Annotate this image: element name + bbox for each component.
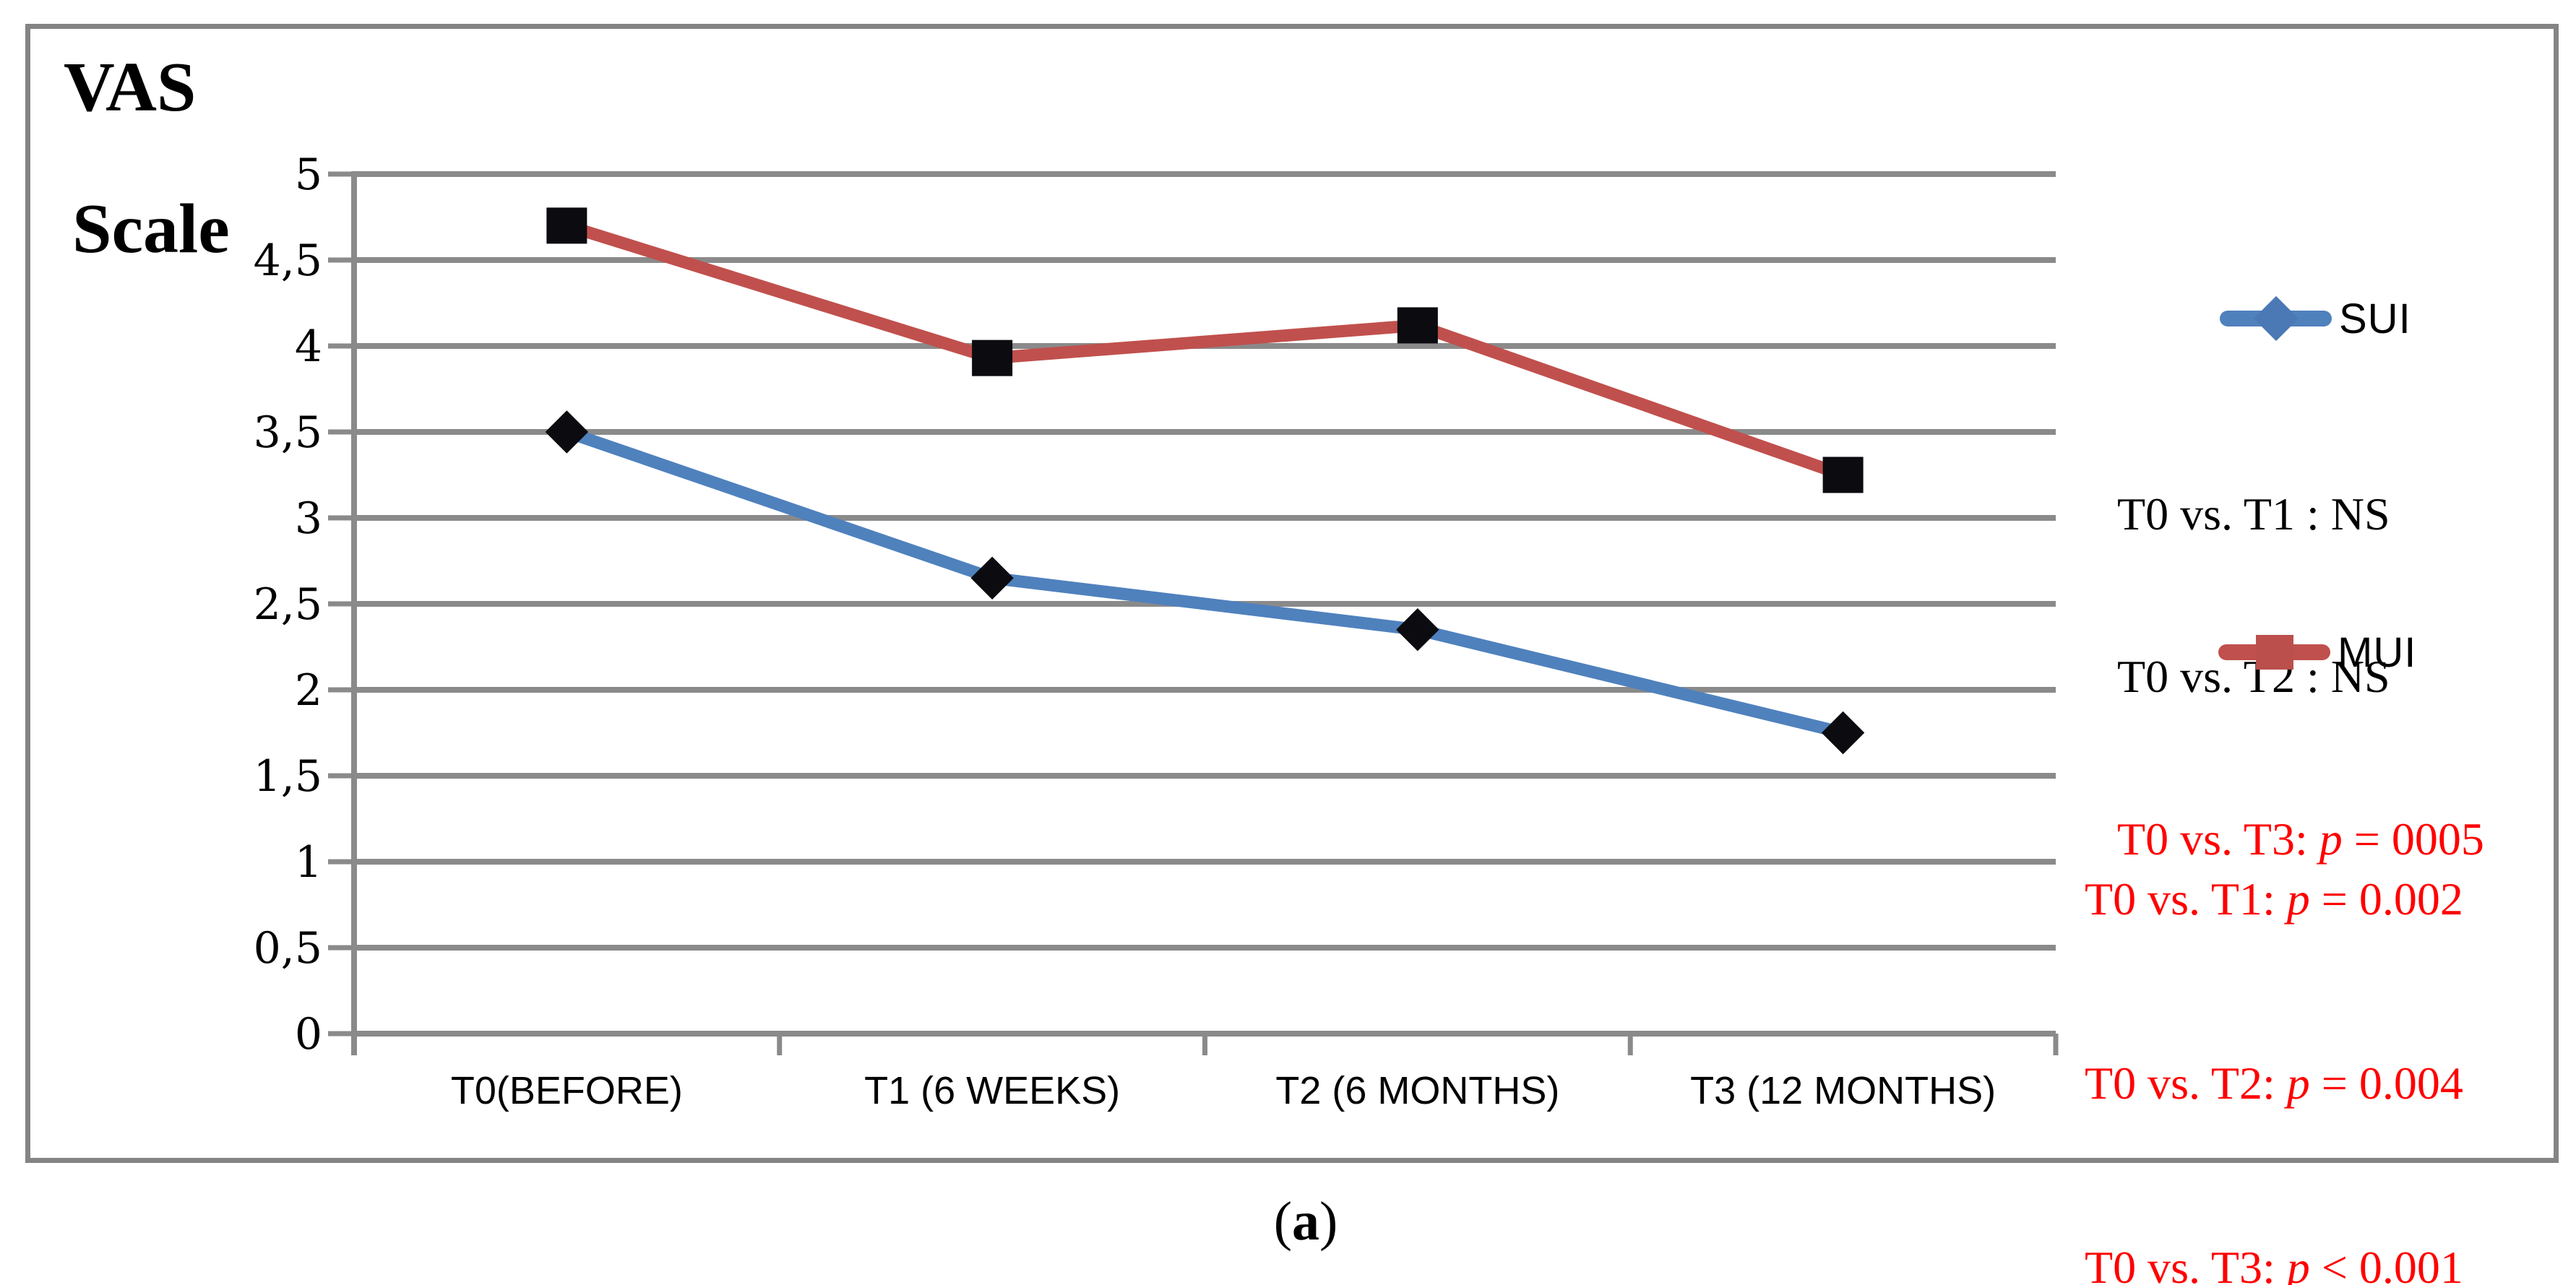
- y-axis-title-line1: VAS: [64, 48, 197, 126]
- p-symbol: p: [2286, 873, 2310, 925]
- data-point-mui: [1397, 307, 1438, 344]
- stat-line-mui-t0-t1: T0 vs. T1: p = 0.002: [2085, 868, 2463, 930]
- legend-item-sui: SUI: [2220, 293, 2411, 345]
- y-axis-tick-label: 3,5: [254, 407, 322, 458]
- x-axis-category-label: T2 (6 MONTHS): [1275, 1069, 1559, 1112]
- sui-stats-block: T0 vs. T1 : NS T0 vs. T2 : NS T0 vs. T3:…: [2117, 378, 2484, 974]
- mui-legend-line: [2218, 635, 2330, 670]
- stat-text: T0 vs. T3:: [2117, 813, 2319, 865]
- data-point-mui: [546, 207, 587, 244]
- sui-diamond-icon: [2253, 295, 2299, 342]
- y-axis-tick-label: 2: [295, 665, 322, 716]
- data-point-mui: [972, 339, 1013, 376]
- y-axis-tick-label: 0,5: [254, 923, 322, 974]
- stat-text: = 0.002: [2309, 873, 2463, 925]
- caption-paren: (: [1273, 1191, 1292, 1252]
- stat-line-sui-t0-t2: T0 vs. T2 : NS: [2117, 651, 2390, 702]
- legend-item-mui: MUI: [2218, 626, 2416, 678]
- y-axis-tick-label: 5: [295, 150, 322, 200]
- data-point-mui: [1822, 457, 1864, 493]
- x-axis-category-label: T3 (12 MONTHS): [1690, 1069, 1996, 1112]
- y-axis-tick-label: 1,5: [254, 751, 322, 802]
- mui-stats-block: T0 vs. T1: p = 0.002 T0 vs. T2: p = 0.00…: [2085, 745, 2463, 1285]
- figure-caption: (a): [1223, 1190, 1389, 1253]
- y-axis-tick-label: 4: [295, 321, 322, 372]
- legend-label-sui: SUI: [2339, 295, 2411, 342]
- series-line-sui: [564, 425, 1845, 739]
- y-axis-tick-label: 0: [295, 1009, 322, 1060]
- y-axis-tick-label: 1: [295, 837, 322, 888]
- x-axis-category-label: T0(BEFORE): [451, 1069, 683, 1112]
- y-axis-tick-label: 4,5: [254, 235, 322, 286]
- sui-legend-line: [2220, 295, 2332, 342]
- figure-border: [25, 24, 2559, 1163]
- stat-line-mui-t0-t3: T0 vs. T3: p < 0.001: [2085, 1237, 2463, 1285]
- y-axis-tick-label: 3: [295, 493, 322, 544]
- stat-text: T0 vs. T1:: [2085, 873, 2287, 925]
- p-symbol: p: [2286, 1242, 2310, 1285]
- stat-text: T0 vs. T2:: [2085, 1057, 2287, 1109]
- p-symbol: p: [2319, 813, 2343, 865]
- x-axis-category-label: T1 (6 WEEKS): [864, 1069, 1120, 1112]
- data-point-sui: [1821, 711, 1865, 755]
- data-point-sui: [1396, 608, 1439, 652]
- data-point-sui: [970, 556, 1014, 600]
- caption-paren: ): [1319, 1191, 1338, 1252]
- series-line-mui: [564, 220, 1845, 481]
- stat-text: T0 vs. T3:: [2085, 1242, 2287, 1285]
- caption-letter: a: [1292, 1191, 1319, 1252]
- y-axis-title-line2: Scale: [72, 190, 230, 268]
- stat-line-sui-t0-t3: T0 vs. T3: p = 0005: [2117, 812, 2484, 866]
- legend-label-mui: MUI: [2338, 628, 2417, 676]
- p-symbol: p: [2286, 1057, 2310, 1109]
- stat-line-mui-t0-t2: T0 vs. T2: p = 0.004: [2085, 1052, 2463, 1114]
- stat-line-sui-t0-t1: T0 vs. T1 : NS: [2117, 488, 2390, 540]
- mui-square-icon: [2255, 635, 2293, 670]
- stat-text: < 0.001: [2309, 1242, 2463, 1285]
- stat-text: = 0005: [2342, 813, 2484, 865]
- data-point-sui: [545, 410, 589, 454]
- y-axis-tick-label: 2,5: [254, 579, 322, 630]
- stat-text: = 0.004: [2309, 1057, 2463, 1109]
